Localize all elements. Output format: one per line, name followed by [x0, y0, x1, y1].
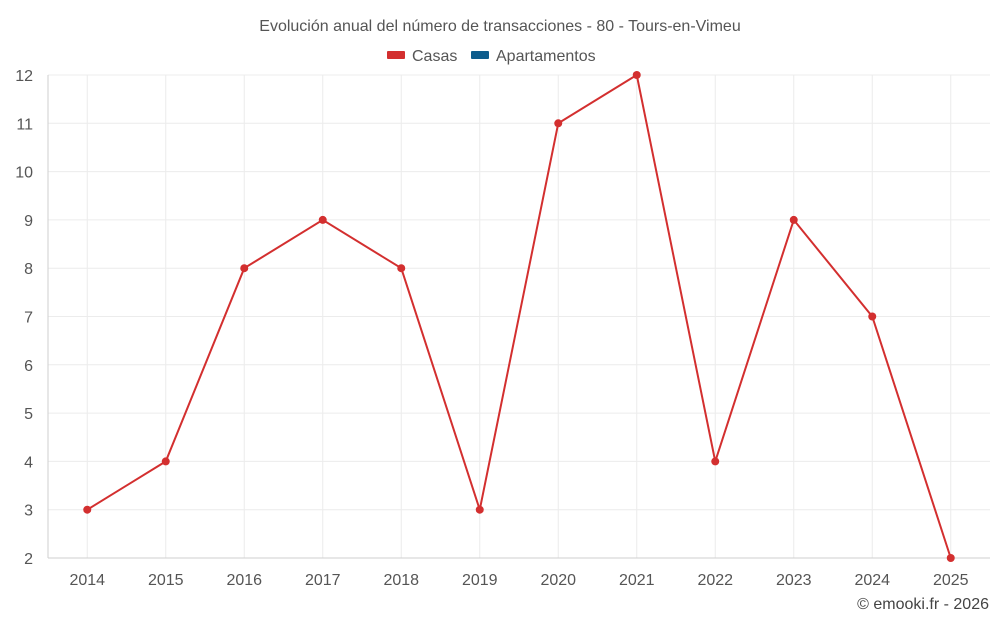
legend: Casas Apartamentos	[387, 48, 596, 65]
data-point-casas[interactable]	[789, 215, 798, 224]
x-tick-label: 2018	[383, 572, 419, 589]
x-tick-label: 2023	[776, 572, 812, 589]
x-tick-label: 2015	[148, 572, 184, 589]
y-tick-label: 4	[24, 454, 33, 471]
data-point-casas[interactable]	[318, 215, 327, 224]
data-point-casas[interactable]	[240, 264, 249, 273]
x-axis-labels: 2014 2015 2016 2017 2018 2019 2020 2021 2022 2023…	[69, 572, 968, 589]
chart-title: Evolución anual del número de transaccio…	[259, 18, 740, 35]
legend-item-casas[interactable]: Casas	[387, 48, 457, 65]
y-tick-label: 7	[24, 310, 33, 327]
y-tick-label: 5	[24, 406, 33, 423]
x-tick-label: 2020	[540, 572, 576, 589]
y-tick-label: 6	[24, 358, 33, 375]
x-tick-label: 2017	[305, 572, 341, 589]
grid	[48, 74, 990, 558]
legend-swatch-apartamentos	[471, 51, 489, 59]
axes	[47, 75, 990, 559]
legend-label-apartamentos: Apartamentos	[496, 48, 596, 65]
y-tick-label: 3	[24, 503, 33, 520]
y-tick-label: 11	[16, 116, 33, 133]
y-tick-label: 8	[24, 261, 33, 278]
y-tick-label: 12	[15, 68, 33, 85]
x-tick-label: 2014	[69, 572, 105, 589]
x-tick-label: 2024	[854, 572, 890, 589]
y-axis-labels: 2 3 4 5 6 7 8 9 10 11 12	[15, 68, 33, 568]
data-point-casas[interactable]	[554, 119, 563, 128]
y-tick-label: 10	[15, 165, 33, 182]
legend-item-apartamentos[interactable]: Apartamentos	[471, 48, 596, 65]
data-point-casas[interactable]	[711, 457, 720, 466]
series-line-casas	[86, 73, 952, 559]
y-tick-label: 2	[24, 551, 33, 568]
series	[83, 71, 955, 562]
credit-text: © emooki.fr - 2026	[857, 596, 989, 613]
data-point-casas[interactable]	[632, 71, 641, 79]
x-tick-label: 2025	[933, 572, 969, 589]
x-tick-label: 2021	[619, 572, 655, 589]
x-tick-label: 2019	[462, 572, 498, 589]
legend-label-casas: Casas	[412, 48, 457, 65]
data-point-casas[interactable]	[397, 264, 406, 273]
data-point-casas[interactable]	[868, 312, 877, 321]
legend-swatch-casas	[387, 51, 405, 59]
x-tick-label: 2022	[697, 572, 733, 589]
data-point-casas[interactable]	[161, 457, 170, 466]
y-tick-label: 9	[24, 213, 33, 230]
x-tick-label: 2016	[226, 572, 262, 589]
data-point-casas[interactable]	[83, 505, 92, 514]
data-point-casas[interactable]	[946, 554, 955, 562]
data-point-casas[interactable]	[475, 505, 484, 514]
